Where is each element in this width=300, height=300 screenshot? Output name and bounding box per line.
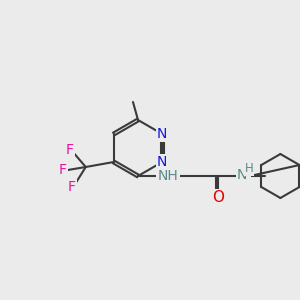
Text: NH: NH: [158, 169, 178, 183]
Text: N: N: [238, 169, 248, 183]
Text: F: F: [68, 180, 76, 194]
Text: O: O: [212, 190, 224, 206]
Text: H: H: [244, 163, 253, 176]
Text: F: F: [59, 163, 67, 177]
Text: N: N: [157, 127, 167, 141]
Text: H: H: [240, 167, 250, 179]
Text: F: F: [66, 143, 74, 157]
Text: N: N: [157, 155, 167, 169]
Text: N: N: [237, 168, 247, 182]
